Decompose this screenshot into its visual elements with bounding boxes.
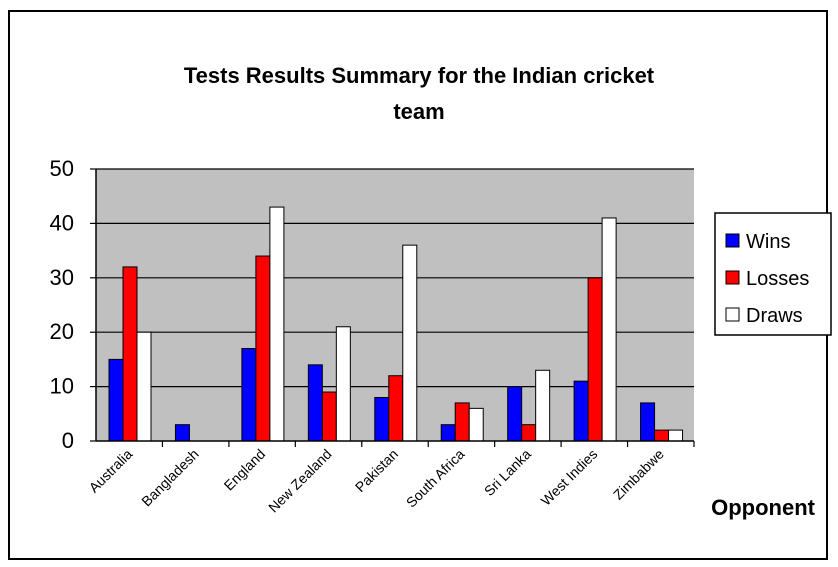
- x-tick-label: West Indies: [538, 446, 601, 509]
- bar-wins: [108, 358, 124, 442]
- legend: Wins Losses Draws: [714, 212, 832, 336]
- bar-wins: [640, 402, 656, 442]
- legend-swatch-draws: [725, 307, 740, 322]
- y-tick-label: 30: [50, 265, 74, 290]
- bar-draws: [335, 326, 351, 442]
- x-tick-label: Zimbabwe: [610, 446, 667, 503]
- bar-draws: [468, 407, 484, 442]
- y-tick-label: 20: [50, 319, 74, 344]
- bar-losses: [521, 424, 537, 442]
- x-tick-label: England: [221, 446, 269, 494]
- bar-wins: [241, 348, 257, 442]
- bar-wins: [374, 396, 390, 442]
- chart-title: Tests Results Summary for the Indian cri…: [0, 58, 838, 130]
- chart-title-line2: team: [393, 99, 445, 124]
- bar-wins: [174, 424, 190, 442]
- bar-losses: [587, 277, 603, 442]
- bar-draws: [601, 217, 617, 442]
- legend-label-losses: Losses: [746, 268, 809, 290]
- bar-losses: [255, 255, 271, 442]
- y-tick-label: 10: [50, 374, 74, 399]
- legend-swatch-losses: [725, 270, 740, 285]
- bar-losses: [454, 402, 470, 442]
- legend-label-draws: Draws: [746, 305, 803, 327]
- x-tick-label: Pakistan: [352, 446, 401, 495]
- y-tick-label: 0: [62, 428, 74, 453]
- y-tick-label: 50: [50, 156, 74, 181]
- bar-wins: [507, 386, 523, 442]
- y-tick-label: 40: [50, 210, 74, 235]
- x-tick-label: Bangladesh: [138, 446, 202, 510]
- x-tick-label: Sri Lanka: [481, 446, 534, 499]
- x-tick-label: Australia: [86, 446, 136, 496]
- bar-draws: [668, 429, 684, 442]
- bar-draws: [535, 369, 551, 442]
- x-axis-title: Opponent: [711, 495, 816, 520]
- bar-draws: [136, 331, 152, 442]
- bar-losses: [654, 429, 670, 442]
- x-tick-label: South Africa: [403, 446, 468, 511]
- bar-draws: [269, 206, 285, 442]
- bar-losses: [122, 266, 138, 442]
- bar-losses: [321, 391, 337, 442]
- legend-label-wins: Wins: [746, 231, 790, 253]
- chart-title-line1: Tests Results Summary for the Indian cri…: [183, 63, 655, 88]
- bar-wins: [573, 380, 589, 442]
- legend-swatch-wins: [725, 233, 740, 248]
- bar-wins: [440, 424, 456, 442]
- bar-losses: [388, 375, 404, 442]
- bar-wins: [307, 364, 323, 442]
- x-tick-label: New Zealand: [265, 446, 335, 516]
- bar-draws: [402, 244, 418, 442]
